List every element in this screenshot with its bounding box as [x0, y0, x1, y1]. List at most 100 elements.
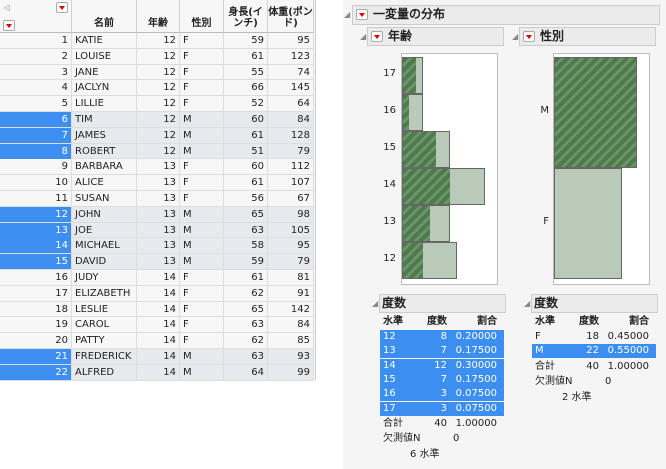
- red-triangle-menu-icon[interactable]: [3, 20, 15, 31]
- age-histogram[interactable]: [401, 53, 498, 285]
- sex-freq-header[interactable]: 度数: [531, 294, 658, 313]
- table-row[interactable]: 10 ALICE 13 F 61 107: [0, 175, 314, 191]
- axis-label: F: [543, 215, 549, 227]
- freq-row[interactable]: 合計 40 1.00000: [380, 417, 504, 431]
- cell-h: 51: [224, 143, 268, 159]
- row-number[interactable]: 15: [0, 254, 72, 270]
- freq-cell: 15: [383, 373, 396, 385]
- table-row[interactable]: 18 LESLIE 14 F 65 142: [0, 301, 314, 318]
- row-number[interactable]: 11: [0, 191, 72, 206]
- freq-row[interactable]: 16 3 0.07500: [380, 387, 504, 402]
- row-number[interactable]: 8: [0, 143, 72, 159]
- row-number[interactable]: 2: [0, 48, 72, 64]
- cell-sex: M: [180, 349, 224, 364]
- freq-row[interactable]: 合計 40 1.00000: [532, 360, 656, 374]
- red-triangle-menu-icon[interactable]: [356, 9, 368, 20]
- table-row[interactable]: 8 ROBERT 12 M 51 79: [0, 143, 314, 160]
- disclosure-icon[interactable]: ◢: [360, 32, 367, 41]
- collapse-triangle-icon[interactable]: ◁: [4, 3, 11, 12]
- bar-13[interactable]: [402, 205, 451, 242]
- freq-row[interactable]: 12 8 0.20000: [380, 330, 504, 344]
- row-number[interactable]: 12: [0, 206, 72, 222]
- freq-row[interactable]: 14 12 0.30000: [380, 358, 504, 373]
- age-header[interactable]: 年齢: [367, 27, 504, 46]
- table-corner[interactable]: ◁: [0, 0, 72, 33]
- disclosure-icon[interactable]: ◢: [372, 299, 379, 308]
- red-triangle-menu-icon[interactable]: [523, 31, 535, 42]
- disclosure-icon[interactable]: ◢: [512, 32, 519, 41]
- row-number[interactable]: 1: [0, 33, 72, 48]
- table-row[interactable]: 19 CAROL 14 F 63 84: [0, 317, 314, 334]
- table-row[interactable]: 13 JOE 13 M 63 105: [0, 222, 314, 239]
- bar-14[interactable]: [402, 168, 485, 205]
- cell-sex: M: [180, 222, 224, 238]
- table-row[interactable]: 17 ELIZABETH 14 F 62 91: [0, 285, 314, 302]
- freq-row[interactable]: 17 3 0.07500: [380, 401, 504, 416]
- table-row[interactable]: 15 DAVID 13 M 59 79: [0, 254, 314, 270]
- table-row[interactable]: 20 PATTY 14 F 62 85: [0, 333, 314, 349]
- table-row[interactable]: 4 JACLYN 12 F 66 145: [0, 80, 314, 97]
- bar-F[interactable]: [554, 168, 622, 279]
- row-number[interactable]: 9: [0, 159, 72, 175]
- freq-cell: 7: [440, 373, 447, 385]
- table-row[interactable]: 5 LILLIE 12 F 52 64: [0, 96, 314, 112]
- table-row[interactable]: 1 KATIE 12 F 59 95: [0, 33, 314, 49]
- table-row[interactable]: 14 MICHAEL 13 M 58 95: [0, 238, 314, 255]
- red-triangle-menu-icon[interactable]: [371, 31, 383, 42]
- row-number[interactable]: 16: [0, 270, 72, 285]
- cell-name: JOE: [72, 222, 137, 238]
- table-row[interactable]: 22 ALFRED 14 M 64 99: [0, 364, 314, 381]
- column-header[interactable]: 性別: [180, 0, 224, 33]
- cell-h: 60: [224, 159, 268, 175]
- bar-12[interactable]: [402, 242, 458, 279]
- table-row[interactable]: 12 JOHN 13 M 65 98: [0, 206, 314, 223]
- row-number[interactable]: 13: [0, 222, 72, 238]
- row-number[interactable]: 21: [0, 349, 72, 364]
- row-number[interactable]: 4: [0, 80, 72, 96]
- column-header[interactable]: 年齢: [137, 0, 180, 33]
- row-number[interactable]: 20: [0, 333, 72, 349]
- table-row[interactable]: 11 SUSAN 13 F 56 67: [0, 191, 314, 207]
- table-row[interactable]: 16 JUDY 14 F 61 81: [0, 270, 314, 286]
- row-number[interactable]: 19: [0, 317, 72, 333]
- column-header[interactable]: 体重(ポンド): [268, 0, 314, 33]
- sex-bar-chart[interactable]: [553, 53, 650, 285]
- cell-name: MICHAEL: [72, 238, 137, 254]
- table-row[interactable]: 3 JANE 12 F 55 74: [0, 64, 314, 81]
- bar-15[interactable]: [402, 131, 451, 168]
- bar-M[interactable]: [554, 57, 637, 168]
- row-number[interactable]: 18: [0, 301, 72, 317]
- row-number[interactable]: 14: [0, 238, 72, 254]
- row-number[interactable]: 10: [0, 175, 72, 191]
- bar-17[interactable]: [402, 57, 423, 94]
- freq-row[interactable]: 13 7 0.17500: [380, 344, 504, 359]
- row-number[interactable]: 17: [0, 285, 72, 301]
- age-freq-header[interactable]: 度数: [379, 294, 506, 313]
- sex-header[interactable]: 性別: [519, 27, 656, 46]
- table-row[interactable]: 9 BARBARA 13 F 60 112: [0, 159, 314, 176]
- row-number[interactable]: 6: [0, 112, 72, 127]
- row-number[interactable]: 22: [0, 364, 72, 380]
- freq-column-header: 割合: [629, 316, 649, 327]
- disclosure-icon[interactable]: ◢: [524, 299, 531, 308]
- freq-title: 度数: [534, 296, 559, 310]
- column-header[interactable]: 身長(インチ): [224, 0, 268, 33]
- row-number[interactable]: 5: [0, 96, 72, 112]
- missing-value: 0: [605, 375, 612, 387]
- report-header[interactable]: 一変量の分布: [352, 5, 660, 25]
- bar-16[interactable]: [402, 94, 423, 131]
- table-row[interactable]: 7 JAMES 12 M 61 128: [0, 127, 314, 144]
- table-row[interactable]: 6 TIM 12 M 60 84: [0, 112, 314, 128]
- freq-row[interactable]: F 18 0.45000: [532, 330, 656, 344]
- cell-name: LILLIE: [72, 96, 137, 112]
- table-row[interactable]: 21 FREDERICK 14 M 63 93: [0, 349, 314, 365]
- row-number[interactable]: 3: [0, 64, 72, 80]
- disclosure-icon[interactable]: ◢: [344, 10, 351, 19]
- column-header[interactable]: 名前: [72, 0, 137, 33]
- freq-row[interactable]: M 22 0.55000: [532, 344, 656, 359]
- red-triangle-menu-icon[interactable]: [56, 2, 68, 13]
- freq-row[interactable]: 15 7 0.17500: [380, 372, 504, 387]
- row-number[interactable]: 7: [0, 127, 72, 143]
- table-row[interactable]: 2 LOUISE 12 F 61 123: [0, 48, 314, 65]
